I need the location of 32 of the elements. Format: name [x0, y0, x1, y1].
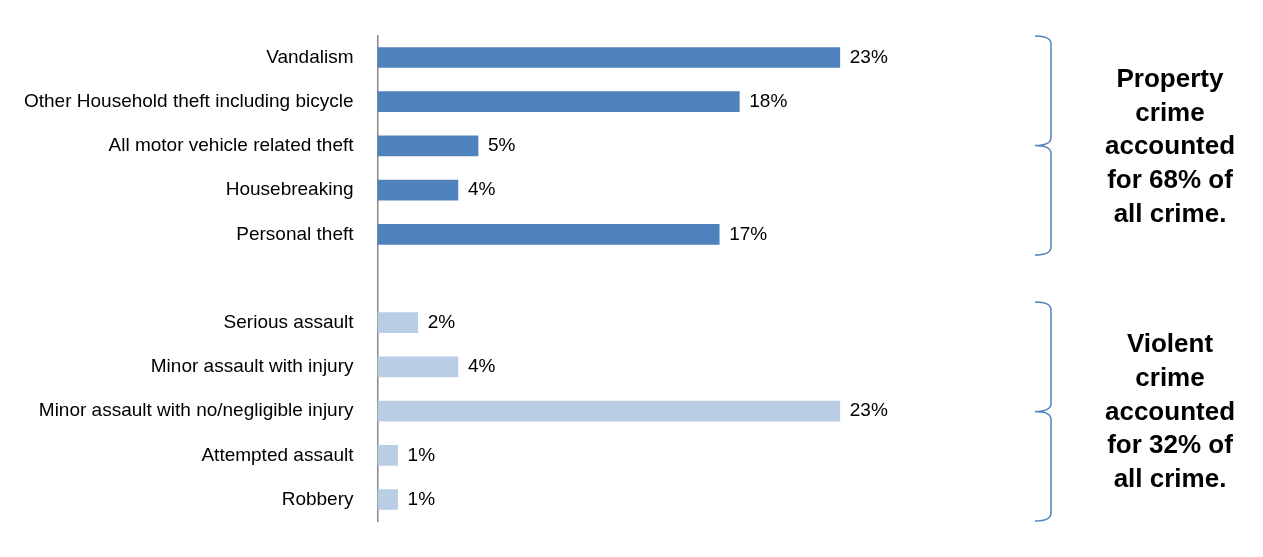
- bar: [377, 400, 841, 422]
- data-label: 2%: [427, 310, 456, 332]
- data-label: 18%: [749, 89, 788, 111]
- y-tick-label: Minor assault with injury: [150, 355, 355, 377]
- bar: [377, 91, 740, 113]
- text: Violent crime accounted for 32% of all crime.: [1104, 326, 1236, 495]
- bar: [377, 47, 841, 68]
- bar: [377, 135, 479, 157]
- text: Property crime accounted for 68% of all crime.: [1104, 61, 1236, 230]
- data-label: 4%: [467, 178, 496, 200]
- y-tick-label: Housebreaking: [225, 178, 354, 200]
- data-label: 17%: [729, 222, 768, 244]
- bar: [377, 489, 398, 510]
- data-label: 1%: [407, 487, 436, 509]
- bar: [377, 223, 720, 245]
- bar: [377, 356, 459, 378]
- data-label: 4%: [467, 355, 496, 377]
- data-label: 23%: [849, 399, 888, 421]
- y-tick-label: Minor assault with no/negligible injury: [38, 399, 355, 421]
- data-label: 5%: [488, 134, 516, 156]
- y-tick-label: Robbery: [281, 487, 355, 509]
- y-tick-label: Vandalism: [266, 45, 354, 67]
- y-tick-label: Other Household theft including bicycle: [23, 89, 354, 111]
- bar: [377, 312, 419, 334]
- y-tick-label: Serious assault: [223, 310, 355, 332]
- data-label: 1%: [407, 443, 436, 465]
- data-label: 23%: [849, 45, 888, 67]
- y-tick-label: Personal theft: [236, 222, 355, 244]
- bar: [377, 444, 398, 466]
- y-tick-label: All motor vehicle related theft: [108, 134, 355, 156]
- y-tick-label: Attempted assault: [201, 443, 355, 465]
- bar: [377, 179, 459, 201]
